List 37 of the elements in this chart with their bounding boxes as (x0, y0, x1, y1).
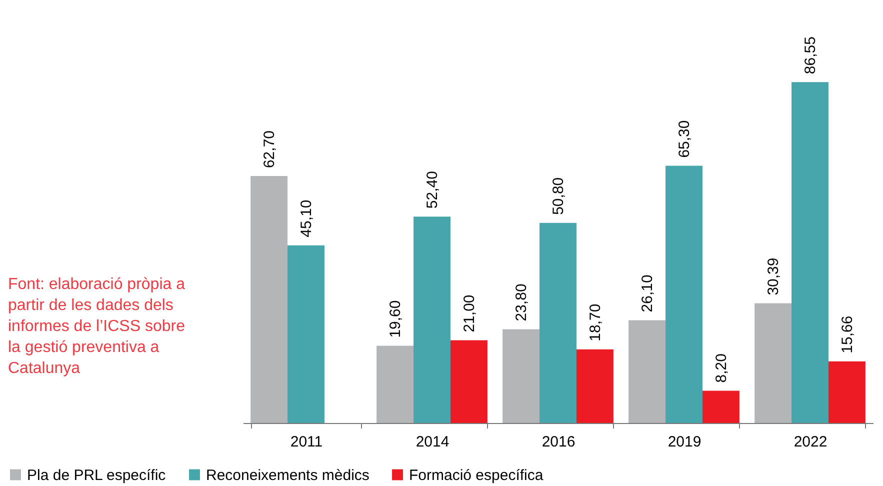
bar (376, 346, 414, 423)
bar (754, 303, 792, 423)
x-tick-label: 2019 (668, 434, 702, 450)
data-label: 21,00 (460, 294, 478, 332)
bar (828, 361, 866, 423)
data-label: 62,70 (261, 130, 278, 168)
data-label: 8,20 (712, 354, 730, 383)
legend-label: Pla de PRL específic (27, 466, 166, 484)
bar (288, 245, 324, 423)
bar (502, 329, 540, 423)
x-tick-label: 2014 (416, 434, 450, 450)
text: Font: elaboració pròpia a partir de les dades dels informes de l’ICSS sobre la gestió preventiva a Catalunya (8, 276, 186, 377)
data-label: 52,40 (424, 171, 441, 209)
data-label: 50,80 (550, 177, 567, 215)
x-tick-label: 2016 (542, 434, 576, 450)
data-label: 30,39 (765, 258, 782, 296)
data-label: 86,55 (802, 36, 819, 74)
bar (414, 216, 450, 423)
x-tick-label: 2022 (794, 434, 828, 450)
legend-label: Formació específica (409, 466, 544, 484)
data-label: 15,66 (838, 316, 856, 354)
data-label: 23,80 (513, 284, 530, 322)
data-label: 26,10 (639, 274, 656, 312)
data-label: 65,30 (676, 120, 693, 158)
x-tick-label: 2011 (290, 434, 323, 450)
bar (666, 166, 702, 423)
bar (540, 222, 576, 423)
data-label: 18,70 (586, 304, 604, 342)
bar (792, 82, 828, 423)
bar (702, 390, 740, 423)
bar (250, 176, 288, 423)
data-label: 19,60 (387, 300, 404, 338)
data-label: 45,10 (298, 200, 315, 238)
bar (628, 320, 666, 423)
bar (450, 340, 488, 423)
bar (576, 349, 614, 423)
legend-label: Reconeixements mèdics (206, 466, 370, 484)
